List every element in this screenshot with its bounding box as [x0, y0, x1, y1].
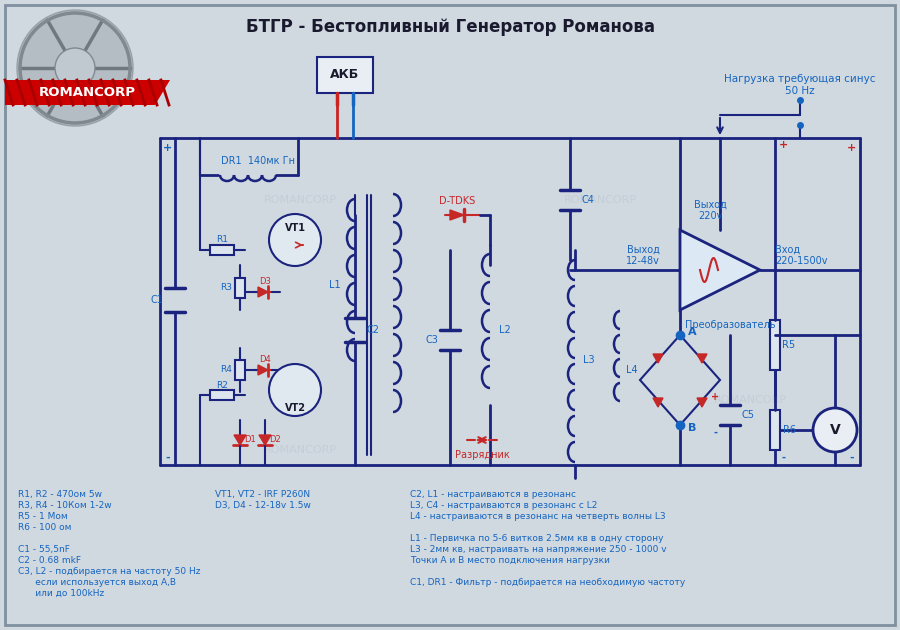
Text: Нагрузка требующая синус
50 Hz: Нагрузка требующая синус 50 Hz — [724, 74, 876, 96]
Text: C2, L1 - настраиваются в резонанс: C2, L1 - настраиваются в резонанс — [410, 490, 576, 499]
Text: -: - — [713, 428, 717, 438]
Text: C2 - 0.68 mkF: C2 - 0.68 mkF — [18, 556, 81, 565]
Text: L4 - настраиваются в резонанс на четверть волны L3: L4 - настраиваются в резонанс на четверт… — [410, 512, 666, 521]
Bar — [235, 360, 245, 380]
Text: D3, D4 - 12-18v 1.5w: D3, D4 - 12-18v 1.5w — [215, 501, 310, 510]
Text: C2: C2 — [366, 325, 380, 335]
Text: A: A — [688, 327, 697, 337]
Text: БТГР - Бестопливный Генератор Романова: БТГР - Бестопливный Генератор Романова — [246, 18, 654, 36]
Polygon shape — [234, 435, 246, 445]
Text: ROMANCORP: ROMANCORP — [39, 86, 136, 100]
Circle shape — [17, 10, 133, 126]
Circle shape — [55, 48, 95, 88]
Text: Вход
220-1500v: Вход 220-1500v — [775, 244, 827, 266]
Text: D2: D2 — [269, 435, 281, 445]
Text: L2: L2 — [500, 325, 511, 335]
Text: ROMANCORP: ROMANCORP — [264, 195, 337, 205]
Text: -: - — [781, 453, 785, 463]
Text: Разрядник: Разрядник — [454, 450, 509, 460]
Text: Выход
12-48v: Выход 12-48v — [626, 244, 660, 266]
Polygon shape — [697, 354, 707, 363]
Text: C1: C1 — [150, 295, 164, 305]
Text: C3, L2 - подбирается на частоту 50 Hz: C3, L2 - подбирается на частоту 50 Hz — [18, 567, 201, 576]
Bar — [770, 320, 780, 370]
Text: -: - — [166, 453, 170, 463]
Text: R6 - 100 ом: R6 - 100 ом — [18, 523, 71, 532]
Polygon shape — [5, 80, 170, 105]
Text: DR1  140мк Гн: DR1 140мк Гн — [221, 156, 295, 166]
Polygon shape — [653, 398, 663, 407]
Text: R3: R3 — [220, 284, 232, 292]
Text: L3 - 2мм кв, настраивать на напряжение 250 - 1000 v: L3 - 2мм кв, настраивать на напряжение 2… — [410, 545, 667, 554]
Polygon shape — [258, 287, 268, 297]
Text: Выход
220v: Выход 220v — [694, 199, 726, 220]
Text: ROMANCORP: ROMANCORP — [563, 195, 636, 205]
Text: D4: D4 — [259, 355, 271, 365]
Polygon shape — [258, 365, 268, 375]
Text: Точки А и В место подключения нагрузки: Точки А и В место подключения нагрузки — [410, 556, 610, 565]
Polygon shape — [653, 354, 663, 363]
Text: L1 - Первичка по 5-6 витков 2.5мм кв в одну сторону: L1 - Первичка по 5-6 витков 2.5мм кв в о… — [410, 534, 663, 543]
Text: C1, DR1 - Фильтр - подбирается на необходимую частоту: C1, DR1 - Фильтр - подбирается на необхо… — [410, 578, 685, 587]
Text: ROMANCORP: ROMANCORP — [714, 395, 787, 405]
Bar — [317, 57, 373, 93]
Text: +: + — [711, 392, 719, 402]
Text: C4: C4 — [581, 195, 594, 205]
Circle shape — [269, 364, 321, 416]
Text: или до 100kHz: или до 100kHz — [18, 589, 104, 598]
Bar — [210, 390, 234, 400]
Text: V: V — [830, 423, 841, 437]
Circle shape — [269, 214, 321, 266]
Text: +: + — [164, 143, 173, 153]
Text: R4: R4 — [220, 365, 232, 374]
Text: R5: R5 — [782, 340, 796, 350]
Text: C3: C3 — [426, 335, 438, 345]
Text: R2: R2 — [216, 381, 228, 389]
Bar — [210, 245, 234, 255]
Polygon shape — [697, 398, 707, 407]
Text: R5 - 1 Мом: R5 - 1 Мом — [18, 512, 68, 521]
Text: C1 - 55,5nF: C1 - 55,5nF — [18, 545, 70, 554]
Polygon shape — [680, 230, 760, 310]
Polygon shape — [450, 210, 464, 220]
Text: L3, C4 - настраиваются в резонанс с L2: L3, C4 - настраиваются в резонанс с L2 — [410, 501, 598, 510]
Text: L1: L1 — [329, 280, 341, 290]
Text: D-TDKS: D-TDKS — [439, 196, 475, 206]
Text: ROMANCORP: ROMANCORP — [264, 445, 337, 455]
Text: B: B — [688, 423, 697, 433]
Text: C5: C5 — [742, 410, 754, 420]
Text: R3, R4 - 10Ком 1-2w: R3, R4 - 10Ком 1-2w — [18, 501, 112, 510]
Text: VT2: VT2 — [284, 403, 305, 413]
Text: Преобразователь: Преобразователь — [685, 320, 775, 330]
Polygon shape — [259, 435, 271, 445]
Text: D3: D3 — [259, 277, 271, 287]
Text: если используется выход А,В: если используется выход А,В — [18, 578, 176, 587]
Bar — [770, 410, 780, 450]
Text: L3: L3 — [583, 355, 595, 365]
Text: +: + — [848, 143, 857, 153]
Text: -: - — [850, 453, 854, 463]
Text: R1: R1 — [216, 236, 228, 244]
Text: R1, R2 - 470ом 5w: R1, R2 - 470ом 5w — [18, 490, 102, 499]
Text: VT1, VT2 - IRF P260N: VT1, VT2 - IRF P260N — [215, 490, 310, 499]
Text: D1: D1 — [244, 435, 256, 445]
Circle shape — [813, 408, 857, 452]
Text: АКБ: АКБ — [330, 69, 360, 81]
Text: VT1: VT1 — [284, 223, 305, 233]
Text: +: + — [778, 140, 788, 150]
Bar — [235, 278, 245, 298]
Text: L4: L4 — [626, 365, 638, 375]
Text: R6: R6 — [782, 425, 796, 435]
